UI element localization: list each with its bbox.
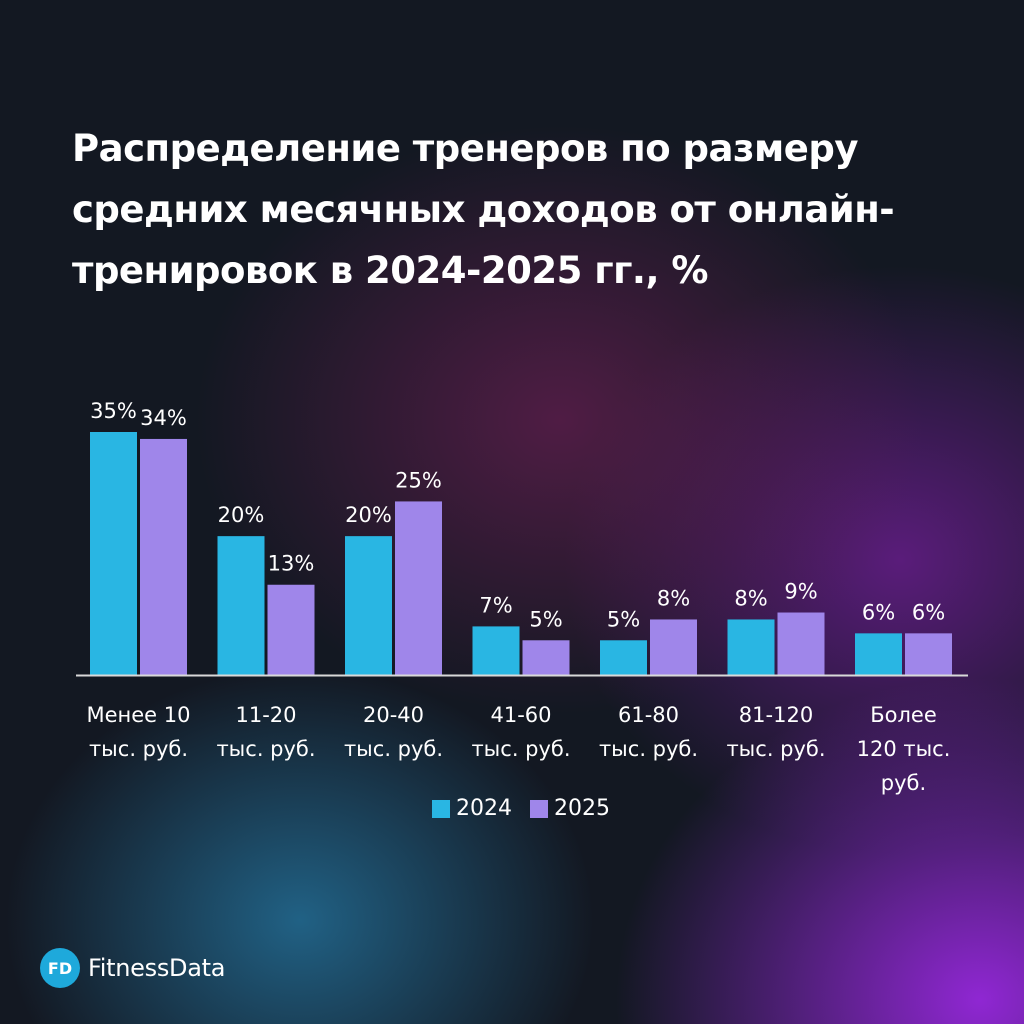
legend-swatch-2024 <box>432 799 450 818</box>
data-label-2024-3: 7% <box>479 593 512 617</box>
data-label-2025-2: 25% <box>395 468 442 492</box>
data-label-2025-3: 5% <box>529 607 562 631</box>
bar-2025-4 <box>650 619 697 675</box>
bar-2024-3 <box>472 626 520 675</box>
category-label-0: Менее 10 тыс. руб. <box>86 703 190 761</box>
bar-2025-2 <box>395 501 442 675</box>
brand-badge-icon: FD <box>40 948 80 988</box>
bar-2024-2 <box>345 536 392 675</box>
bar-2024-4 <box>600 640 647 675</box>
bar-2024-0 <box>90 432 137 675</box>
brand-logo: FD FitnessData <box>40 948 225 988</box>
category-label-1: 11-20 тыс. руб. <box>216 703 315 761</box>
data-label-2024-1: 20% <box>218 503 265 527</box>
legend-item-2024: 2024 <box>432 796 512 821</box>
data-label-2025-0: 34% <box>140 406 187 430</box>
bar-2025-6 <box>905 633 952 675</box>
data-label-2025-5: 9% <box>784 580 817 604</box>
brand-name: FitnessData <box>88 954 226 982</box>
data-label-2025-6: 6% <box>912 600 945 624</box>
bar-2025-0 <box>140 438 187 675</box>
category-label-5: 81-120 тыс. руб. <box>726 703 825 761</box>
data-label-2025-1: 13% <box>268 552 315 576</box>
category-label-6: Более 120 тыс. руб. <box>857 703 951 795</box>
legend-label-2024: 2024 <box>456 796 512 821</box>
bar-2024-6 <box>855 633 902 675</box>
category-label-4: 61-80 тыс. руб. <box>599 703 698 761</box>
data-label-2024-5: 8% <box>734 586 767 610</box>
bar-2025-1 <box>267 584 315 675</box>
data-label-2024-4: 5% <box>607 607 640 631</box>
data-label-2024-2: 20% <box>345 503 392 527</box>
bar-2024-1 <box>217 536 265 675</box>
bar-2025-3 <box>522 640 570 675</box>
category-label-3: 41-60 тыс. руб. <box>471 703 570 761</box>
data-label-2025-4: 8% <box>657 586 690 610</box>
chart-title: Распределение тренеров по размеру средни… <box>72 127 895 292</box>
bar-2025-5 <box>777 612 825 675</box>
data-label-2024-0: 35% <box>90 399 137 423</box>
data-label-2024-6: 6% <box>862 600 895 624</box>
chart-legend: 2024 2025 <box>432 796 610 821</box>
legend-label-2025: 2025 <box>554 796 610 821</box>
category-label-2: 20-40 тыс. руб. <box>344 703 443 761</box>
bar-2024-5 <box>727 619 775 675</box>
legend-swatch-2025 <box>530 799 548 818</box>
legend-item-2025: 2025 <box>530 796 610 821</box>
